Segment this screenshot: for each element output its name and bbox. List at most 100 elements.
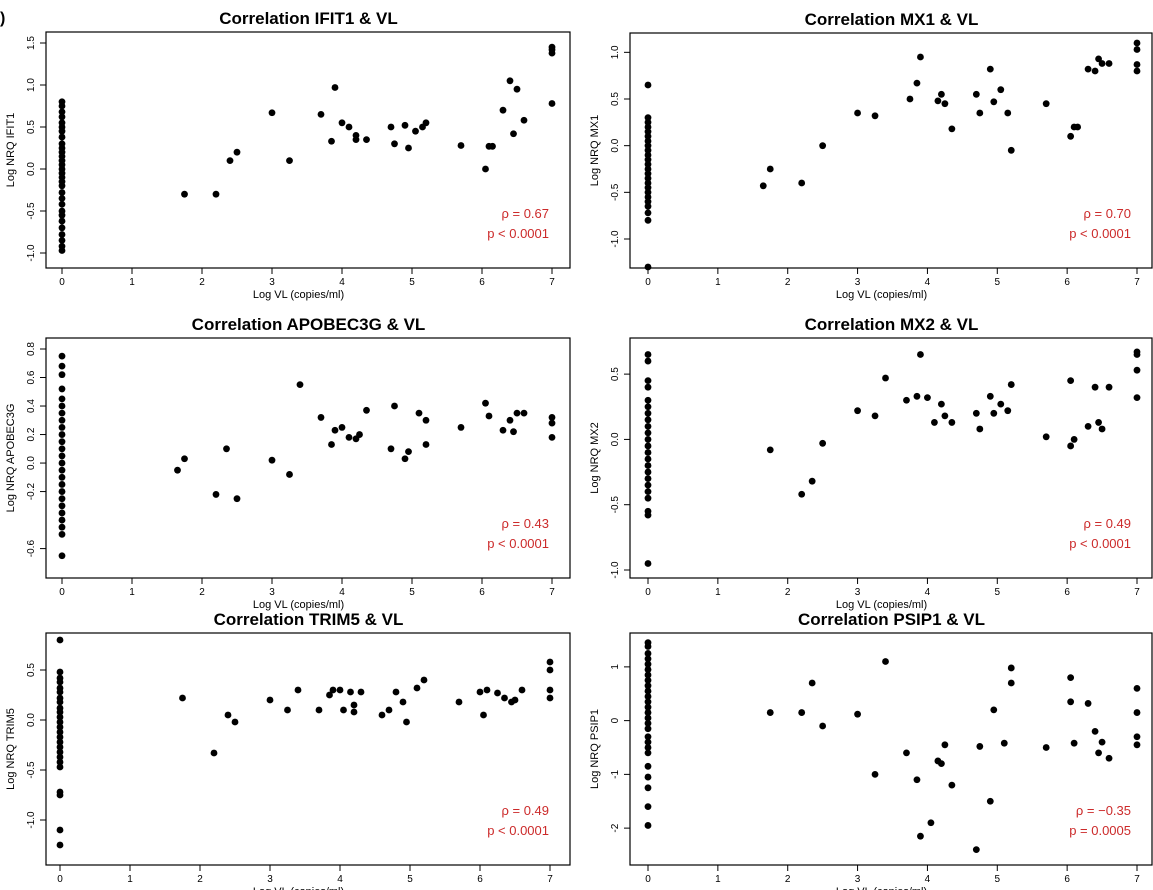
data-point xyxy=(819,142,827,150)
data-point xyxy=(644,822,652,829)
data-point xyxy=(546,686,554,694)
data-point xyxy=(224,711,232,719)
data-point xyxy=(644,714,652,722)
data-point xyxy=(644,462,652,469)
data-point xyxy=(990,98,998,106)
data-point xyxy=(644,784,652,792)
data-point xyxy=(644,666,652,673)
data-point xyxy=(413,684,421,692)
x-tick-label: 0 xyxy=(645,587,651,598)
x-tick-label: 6 xyxy=(1064,277,1070,288)
data-point xyxy=(58,127,66,135)
y-tick-label: 1.5 xyxy=(26,36,37,50)
p-value-annotation: p < 0.0001 xyxy=(1069,536,1131,551)
data-point xyxy=(58,452,66,460)
data-point xyxy=(1091,383,1099,391)
data-point xyxy=(315,706,323,714)
data-point xyxy=(938,400,945,408)
data-point xyxy=(347,688,354,696)
data-point xyxy=(494,689,501,697)
data-point xyxy=(882,658,889,665)
data-point xyxy=(350,701,358,709)
data-point xyxy=(58,516,66,524)
y-tick-label: -0.5 xyxy=(26,202,37,220)
data-point xyxy=(1042,100,1050,108)
data-point xyxy=(401,455,409,463)
x-tick-label: 5 xyxy=(409,277,415,288)
data-point xyxy=(317,414,325,421)
data-point xyxy=(181,190,188,198)
x-tick-label: 5 xyxy=(995,874,1001,885)
data-point xyxy=(328,441,335,448)
data-point xyxy=(1070,436,1078,443)
data-point xyxy=(546,658,554,666)
chart-panel-5: Correlation TRIM5 & VL 0 1 2 3 4 5 6 7 Log VL (co… xyxy=(5,610,571,890)
data-point xyxy=(644,396,652,404)
data-point xyxy=(644,671,652,679)
data-point xyxy=(644,416,652,424)
p-value-annotation: p = 0.0005 xyxy=(1069,823,1131,838)
data-point xyxy=(317,111,325,118)
data-point xyxy=(485,412,493,420)
data-point xyxy=(1067,698,1075,706)
data-point xyxy=(644,436,652,443)
data-point xyxy=(56,698,64,706)
data-point xyxy=(499,426,507,434)
data-point xyxy=(644,650,652,657)
data-point xyxy=(644,128,652,136)
y-axis-label: Log NRQ MX1 xyxy=(589,115,601,187)
data-point xyxy=(644,114,652,122)
data-point xyxy=(210,749,218,757)
x-tick-label: 5 xyxy=(995,587,1001,598)
data-point xyxy=(546,666,554,674)
data-point xyxy=(644,216,652,224)
p-value-annotation: p < 0.0001 xyxy=(487,226,549,241)
data-point xyxy=(363,406,370,414)
data-point xyxy=(644,409,652,417)
plot-frame xyxy=(629,32,1153,269)
panel-label: ) xyxy=(0,10,6,27)
data-point xyxy=(644,429,652,437)
y-tick-label: 1.0 xyxy=(26,78,37,92)
y-tick-label: -0.5 xyxy=(26,761,37,779)
data-point xyxy=(179,694,186,702)
rho-annotation: ρ = 0.49 xyxy=(501,803,549,818)
chart-panel-4: Correlation MX2 & VL 0 1 2 3 4 5 6 7 Log VL (copi… xyxy=(589,315,1153,611)
data-point xyxy=(58,466,66,474)
data-point xyxy=(1007,679,1015,687)
data-point xyxy=(506,77,514,85)
data-point xyxy=(58,445,66,453)
p-value-annotation: p < 0.0001 xyxy=(487,823,549,838)
x-tick-label: 7 xyxy=(549,277,555,288)
data-point xyxy=(1067,674,1075,682)
data-point xyxy=(1074,123,1082,131)
y-tick-label: 0.8 xyxy=(26,342,37,356)
data-point xyxy=(644,132,652,140)
data-point xyxy=(644,643,652,650)
x-tick-label: 3 xyxy=(855,277,861,288)
data-point xyxy=(223,445,230,453)
data-point xyxy=(58,237,66,244)
data-point xyxy=(644,475,652,482)
data-point xyxy=(58,102,66,110)
data-point xyxy=(644,188,652,196)
data-point xyxy=(363,136,370,144)
data-point xyxy=(284,706,291,714)
p-value-annotation: p < 0.0001 xyxy=(487,536,549,551)
data-point xyxy=(56,708,64,716)
chart-title: Correlation TRIM5 & VL xyxy=(214,610,404,629)
data-point xyxy=(518,686,526,694)
data-point xyxy=(56,728,64,736)
data-point xyxy=(58,189,66,196)
data-point xyxy=(903,396,910,404)
y-tick-label: 0 xyxy=(610,717,621,723)
data-point xyxy=(917,351,924,358)
data-point xyxy=(1133,709,1141,716)
data-point xyxy=(482,399,489,407)
data-point xyxy=(997,86,1005,94)
x-axis-label: Log VL (copies/ml) xyxy=(836,289,927,301)
data-point xyxy=(972,90,980,98)
data-point xyxy=(917,53,924,61)
chart-panel-3: Correlation APOBEC3G & VL 0 1 2 3 4 5 6 7 Log VL … xyxy=(5,315,571,611)
